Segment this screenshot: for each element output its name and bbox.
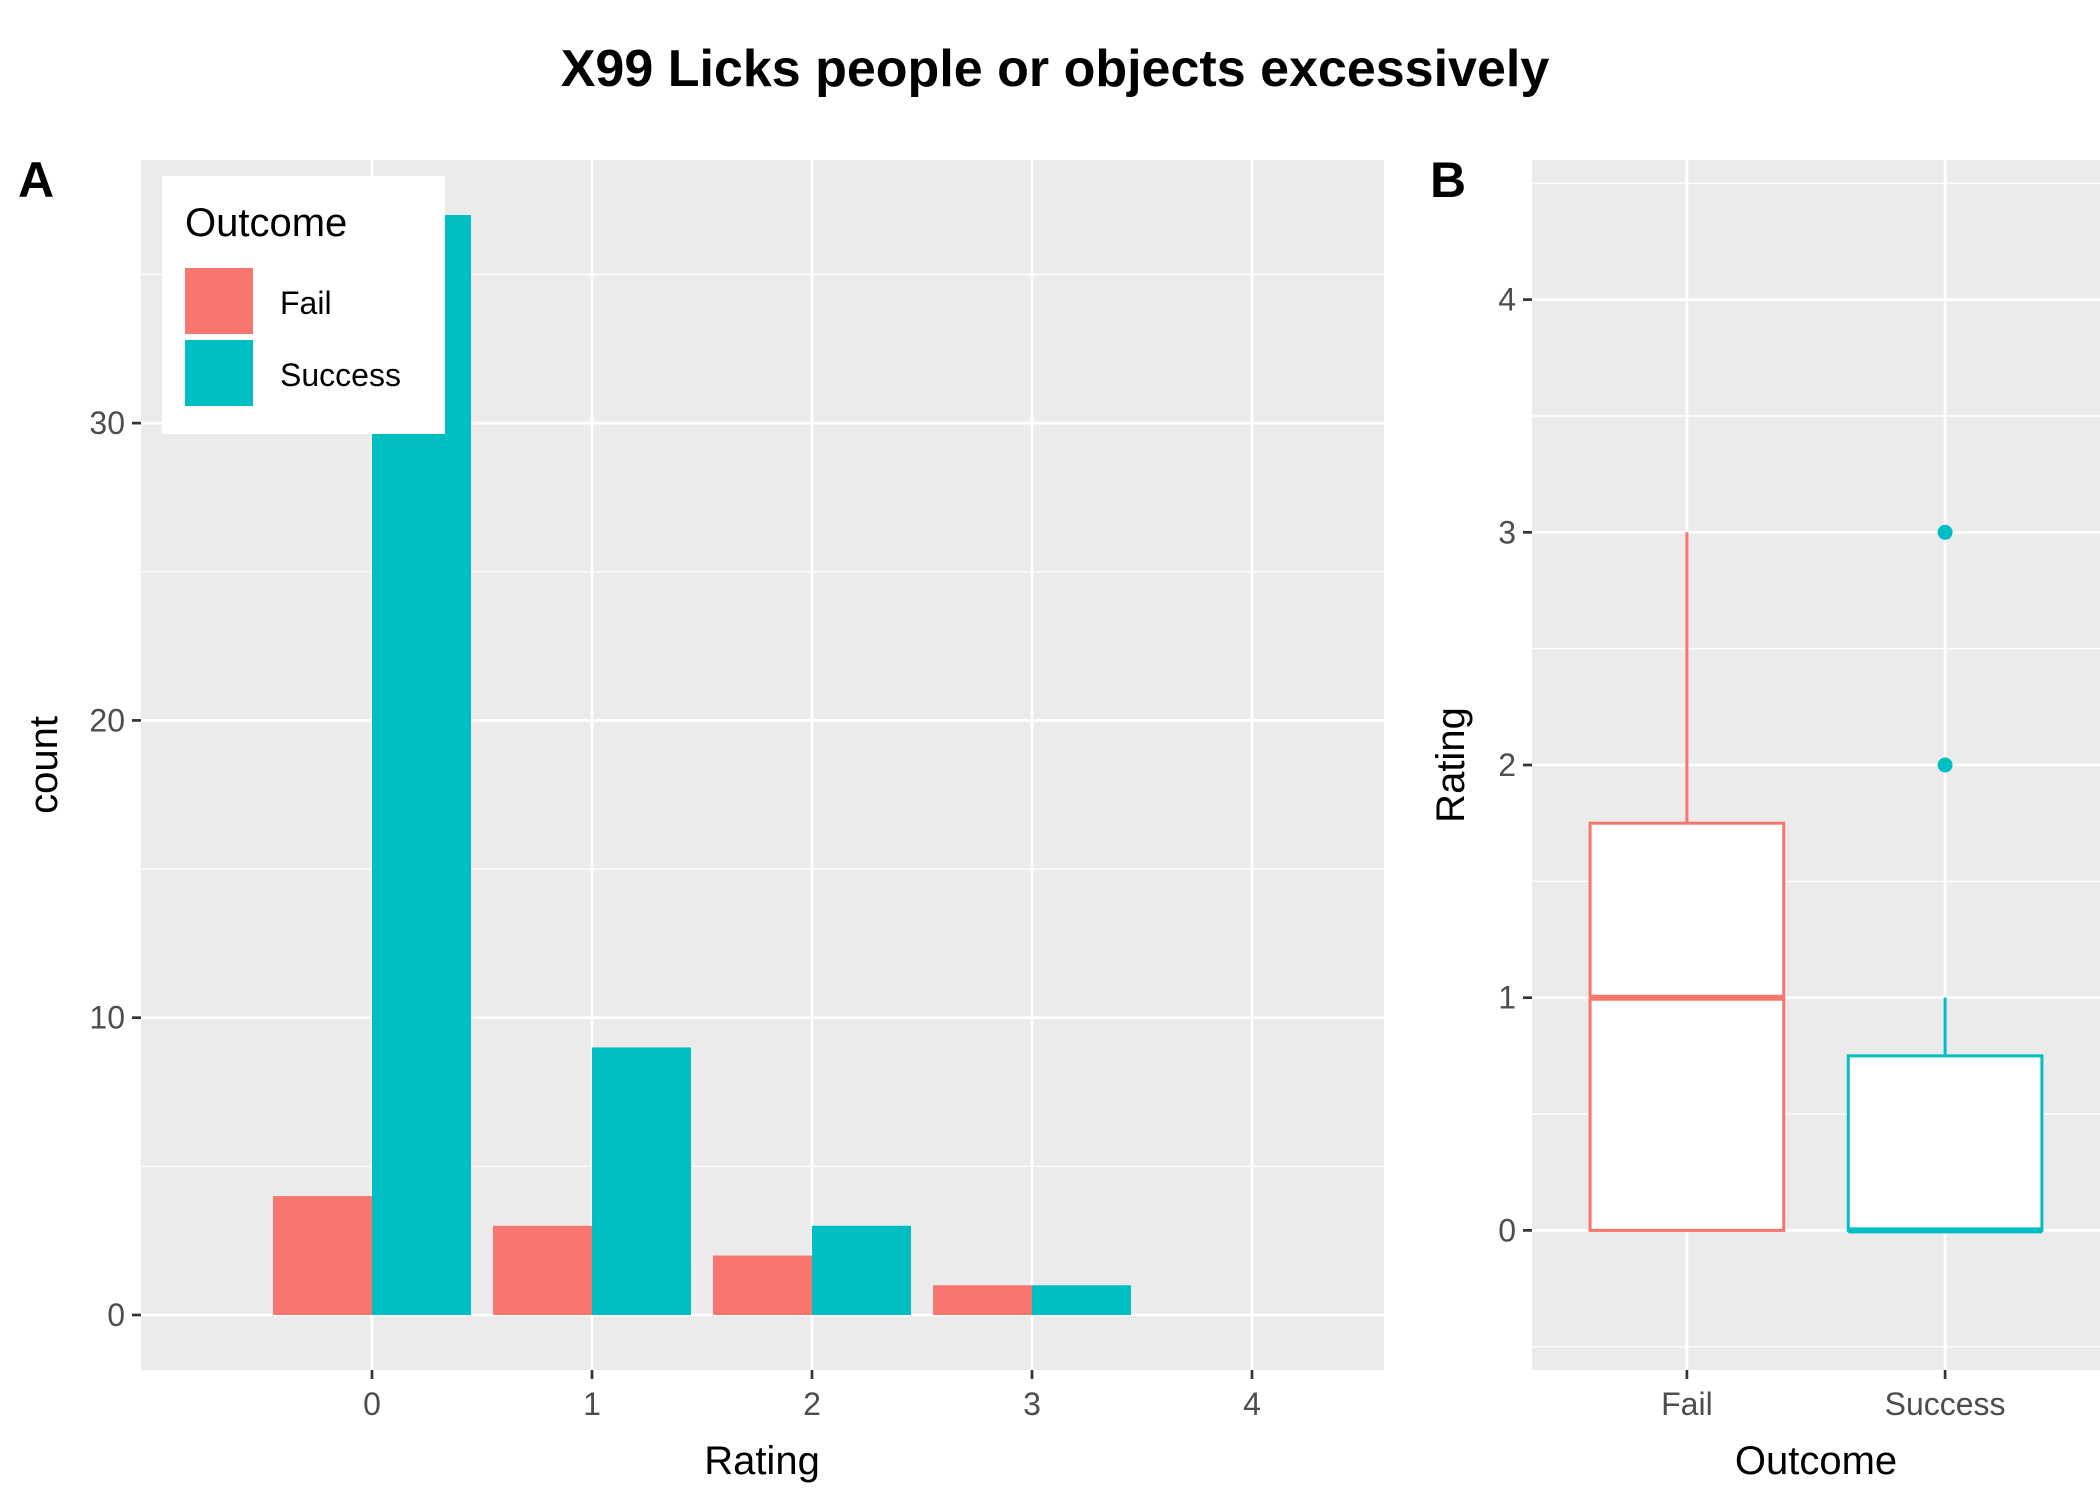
box-y-tick-label: 0: [1498, 1212, 1516, 1248]
chart-title: X99 Licks people or objects excessively: [561, 40, 1550, 98]
legend-title: Outcome: [185, 201, 347, 245]
bar-x-axis-title: Rating: [704, 1439, 820, 1483]
bar-y-tick-label: 0: [107, 1297, 125, 1333]
bar-y-axis-title: count: [22, 716, 66, 814]
legend-label-success: Success: [280, 357, 401, 393]
bar-y-tick-label: 20: [89, 702, 125, 738]
panel-a-tag: A: [18, 152, 54, 208]
box-outlier-success: [1937, 757, 1953, 773]
legend-label-fail: Fail: [280, 285, 332, 321]
bar-x-axis: 0 1 2 3 4: [363, 1370, 1261, 1422]
box-y-tick-label: 2: [1498, 747, 1516, 783]
bar-success: [1032, 1285, 1131, 1315]
bar-x-tick-label: 2: [803, 1386, 821, 1422]
box-y-tick-label: 3: [1498, 514, 1516, 550]
bar-fail: [273, 1196, 372, 1315]
bar-x-tick-label: 3: [1023, 1386, 1041, 1422]
box-y-tick-label: 1: [1498, 980, 1516, 1016]
legend-key-success: [185, 340, 253, 406]
bar-fail: [713, 1255, 812, 1315]
bar-y-axis: 0 10 20 30: [89, 405, 141, 1333]
bar-success: [592, 1047, 691, 1315]
box-x-tick-label: Success: [1885, 1386, 2006, 1422]
bar-y-tick-label: 10: [89, 1000, 125, 1036]
legend: Outcome Fail Success: [162, 176, 445, 434]
bars: [273, 215, 1131, 1315]
box-fail: [1588, 821, 1786, 1232]
box-outlier-success: [1937, 524, 1953, 540]
bar-x-tick-label: 4: [1243, 1386, 1261, 1422]
box-x-tick-label: Fail: [1661, 1386, 1713, 1422]
box-success: [1846, 1054, 2044, 1232]
panel-b-tag: B: [1430, 152, 1466, 208]
bar-success: [812, 1225, 911, 1315]
boxes: [1588, 524, 2044, 1234]
bar-fail: [933, 1285, 1032, 1315]
box-y-axis-title: Rating: [1429, 707, 1473, 823]
box-y-axis: 0 1 2 3 4: [1498, 282, 1532, 1248]
box-x-axis: Fail Success: [1661, 1370, 2006, 1422]
bar-fail: [493, 1225, 592, 1315]
bar-y-tick-label: 30: [89, 405, 125, 441]
bar-x-tick-label: 1: [583, 1386, 601, 1422]
box-y-tick-label: 4: [1498, 282, 1516, 318]
bar-x-tick-label: 0: [363, 1386, 381, 1422]
bar-chart-panel: 0 10 20 30 0 1 2 3 4 Rating count Outcome Fail …: [22, 160, 1384, 1483]
box-plot-panel: 0 1 2 3 4 Fail Success Outcome Rating: [1429, 160, 2100, 1483]
legend-key-fail: [185, 268, 253, 334]
box-x-axis-title: Outcome: [1735, 1439, 1897, 1483]
